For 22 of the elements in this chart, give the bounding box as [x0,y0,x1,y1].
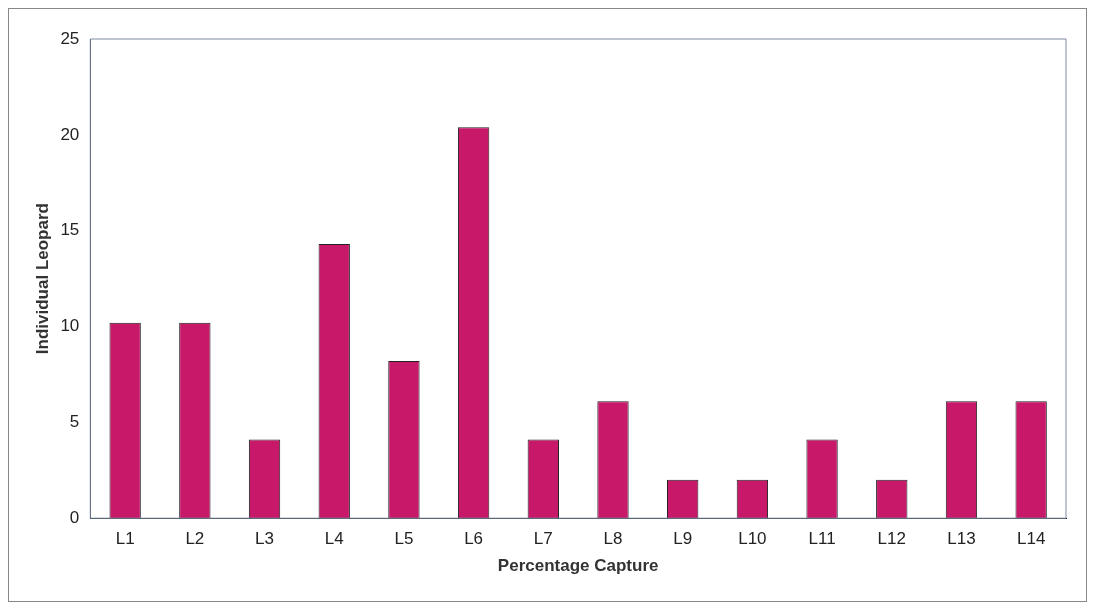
x-tick-label: L8 [603,529,623,549]
x-tick-label: L14 [1016,529,1046,549]
x-tick-label: L6 [464,529,484,549]
y-tick-label: 25 [60,28,80,48]
x-tick-label: L12 [877,529,906,549]
y-tick-label: 0 [69,507,80,527]
x-tick-label: L7 [533,529,553,549]
y-tick-label: 15 [60,220,80,240]
y-axis-title: Individual Leopard [32,203,52,355]
x-tick-label: L11 [808,529,836,549]
y-tick-label: 5 [69,412,80,432]
y-tick-label: 20 [60,124,80,144]
x-tick-label: L9 [673,529,693,549]
x-tick-label: L13 [947,529,976,549]
x-tick-label: L4 [324,529,344,549]
x-tick-label: L10 [738,529,767,549]
x-tick-label: L1 [115,529,135,549]
x-tick-label: L2 [185,529,205,549]
x-tick-label: L5 [394,529,414,549]
x-axis-title: Percentage Capture [497,556,659,576]
y-tick-label: 10 [60,316,80,336]
x-tick-label: L3 [255,529,274,549]
